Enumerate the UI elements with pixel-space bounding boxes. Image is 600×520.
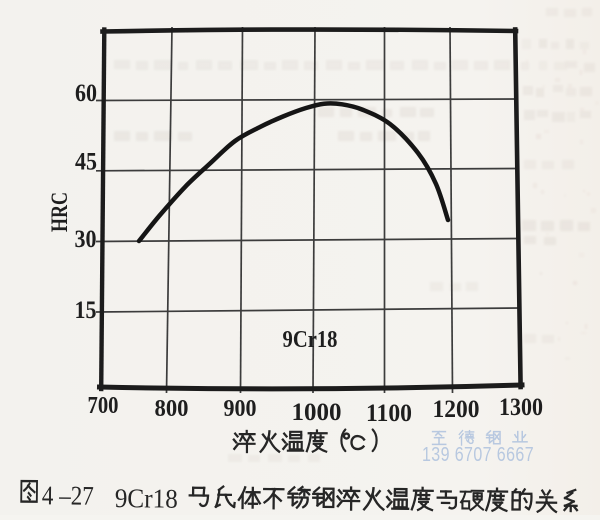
svg-text:15: 15 xyxy=(75,297,97,324)
svg-text:60: 60 xyxy=(75,80,97,107)
svg-text:45: 45 xyxy=(75,149,97,176)
svg-text:800: 800 xyxy=(155,396,189,422)
svg-text:9Cr18: 9Cr18 xyxy=(283,327,338,353)
svg-text:1300: 1300 xyxy=(499,394,543,421)
svg-text:139 6707 6667: 139 6707 6667 xyxy=(422,444,534,466)
svg-text:900: 900 xyxy=(224,396,257,422)
svg-text:HRC: HRC xyxy=(47,192,72,232)
svg-text:1000: 1000 xyxy=(292,399,342,426)
svg-text:1100: 1100 xyxy=(366,400,412,427)
svg-text:30: 30 xyxy=(75,226,97,253)
svg-text:1200: 1200 xyxy=(433,396,480,423)
svg-text:700: 700 xyxy=(88,393,119,419)
svg-text:4 –27: 4 –27 xyxy=(42,480,94,511)
svg-text:9Cr18: 9Cr18 xyxy=(115,483,178,514)
